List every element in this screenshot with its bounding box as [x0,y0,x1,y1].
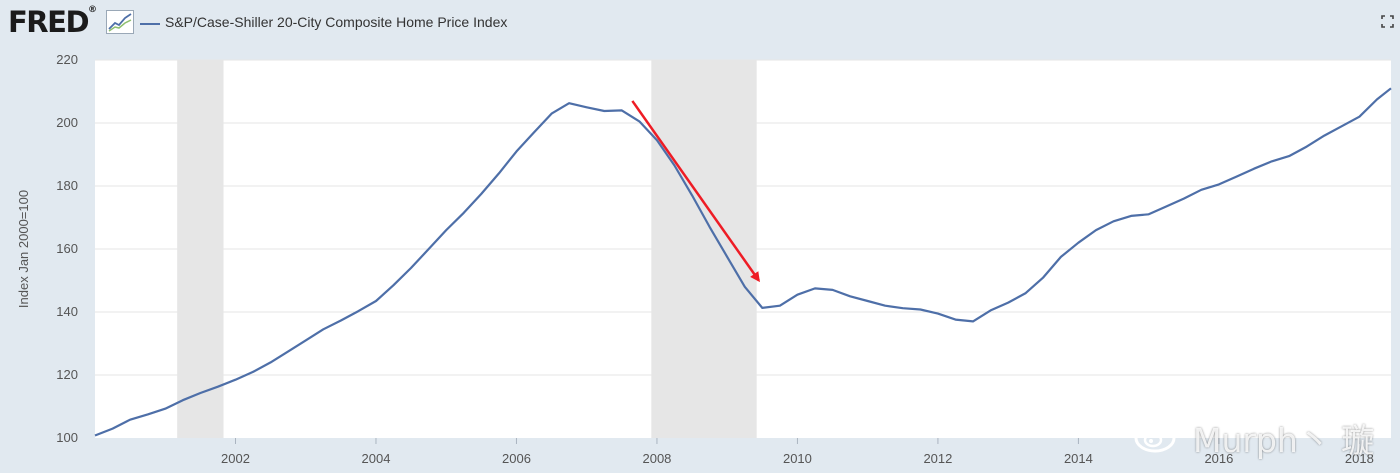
y-tick-label-200: 200 [56,115,78,130]
x-tick-label-2014: 2014 [1064,451,1093,466]
fred-logo-text: FRED [8,5,90,39]
y-tick-label-160: 160 [56,241,78,256]
x-tick-label-2006: 2006 [502,451,531,466]
legend-series-label: S&P/Case-Shiller 20-City Composite Home … [165,14,508,30]
y-tick-label-120: 120 [56,367,78,382]
watermark-text: Murph丶 璇 [1193,421,1375,460]
x-tick-label-2004: 2004 [362,451,391,466]
legend-swatch [140,23,160,25]
annotation-arrow-0 [631,100,760,283]
weibo-icon [1134,418,1182,453]
x-tick-label-2016: 2016 [1204,451,1233,466]
fullscreen-icon[interactable] [1381,15,1394,28]
x-tick-label-2002: 2002 [221,451,250,466]
fred-graph-icon [106,10,134,34]
x-axis-ticks: 2002 2004 2006 2008 2010 2012 2014 2016 2018 [221,438,1374,466]
y-axis-label: Index Jan 2000=100 [16,190,31,308]
y-tick-label-140: 140 [56,304,78,319]
series-group [94,87,1392,437]
fred-logo[interactable]: FRED® [8,5,97,39]
x-tick-label-2018: 2018 [1345,451,1374,466]
series-line-0 [94,87,1392,437]
x-tick-label-2012: 2012 [923,451,952,466]
gridlines [95,59,1391,376]
chart-header: FRED® S&P/Case-Shiller 20-City Composite… [0,0,1400,48]
y-axis-ticks: 100 120 140 160 180 200 220 [56,52,78,445]
y-tick-label-180: 180 [56,178,78,193]
y-tick-label-100: 100 [56,430,78,445]
y-tick-label-220: 220 [56,52,78,67]
annotations [631,100,760,283]
x-tick-label-2008: 2008 [642,451,671,466]
registered-mark: ® [88,5,98,15]
x-tick-label-2010: 2010 [783,451,812,466]
